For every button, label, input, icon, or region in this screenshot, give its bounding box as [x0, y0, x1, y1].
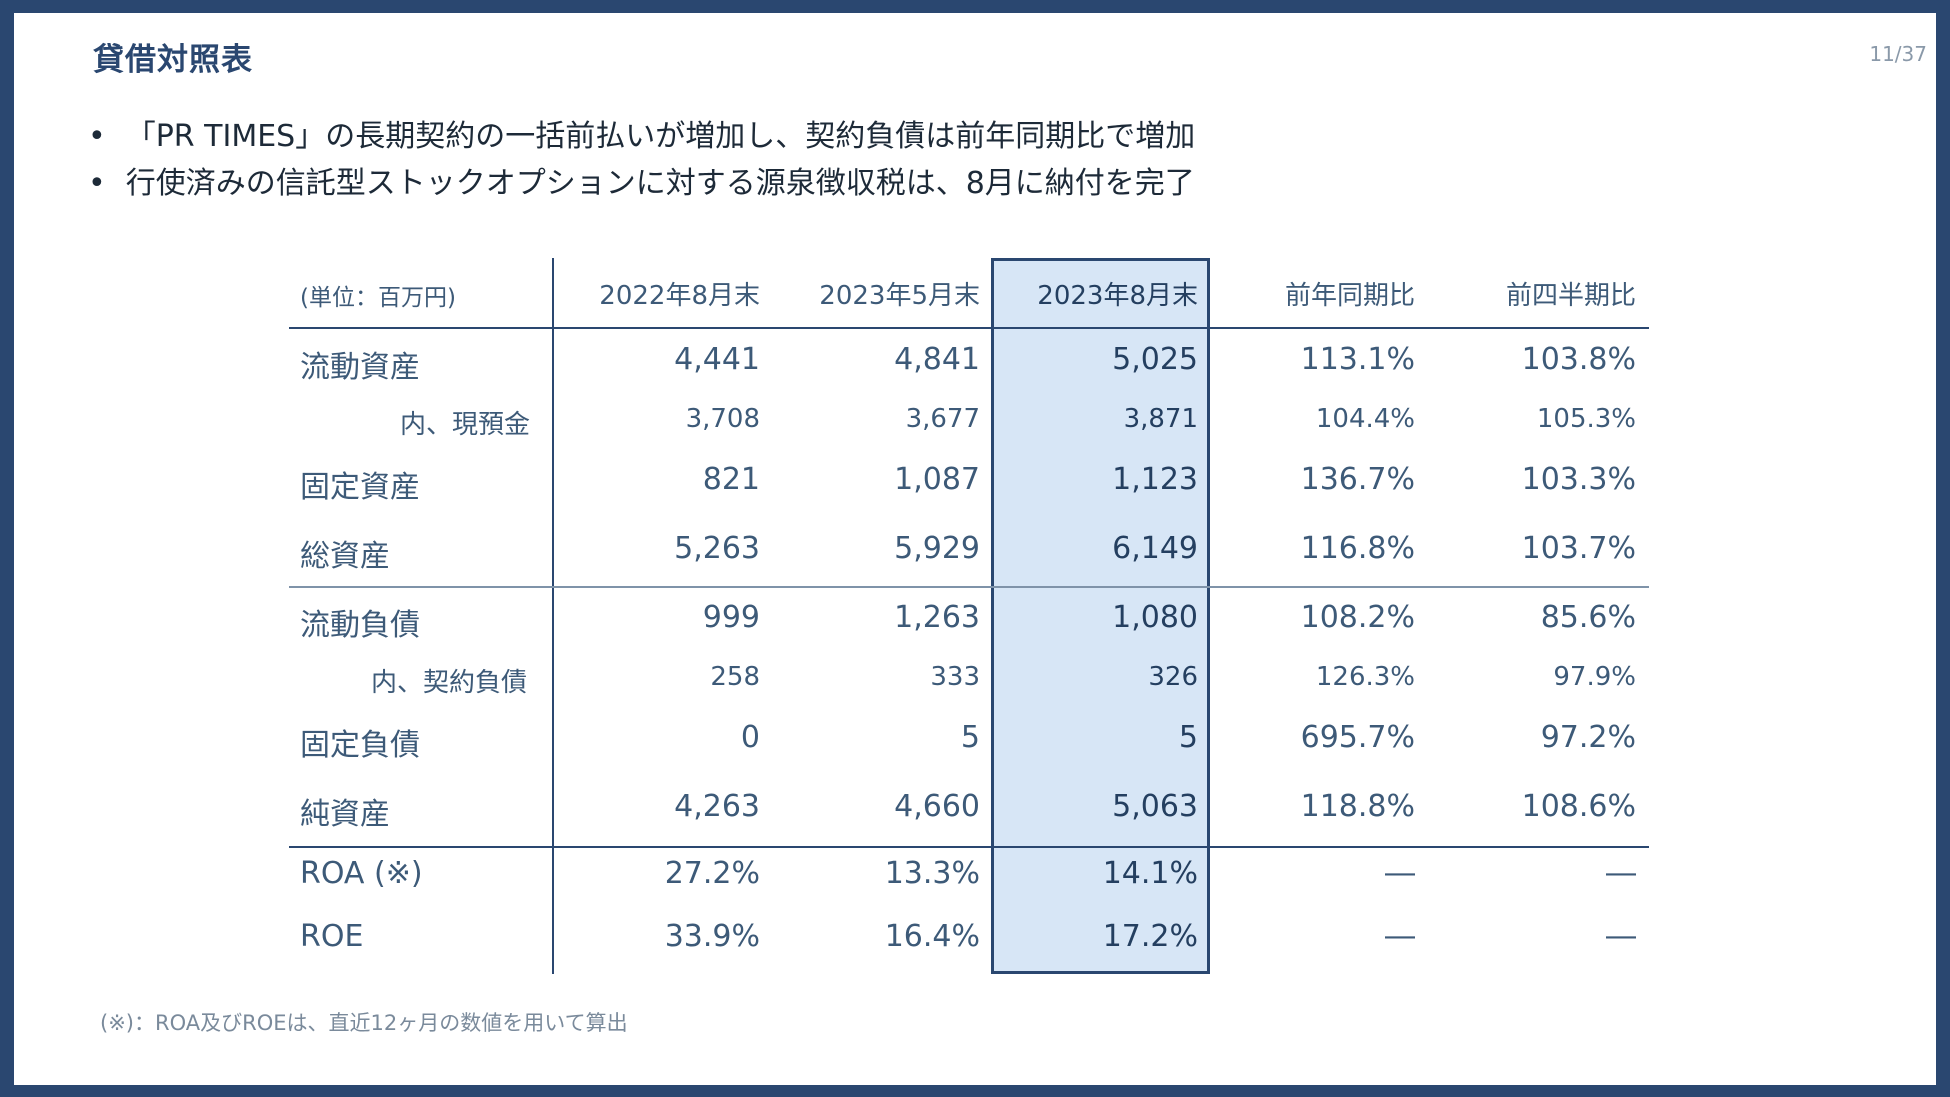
value-cell: 5,263 [674, 531, 760, 566]
highlighted-value-cell: 17.2% [1102, 919, 1198, 954]
value-cell: 3,708 [685, 404, 760, 434]
value-cell: 97.9% [1553, 662, 1636, 692]
row-label: 内、現預金 [400, 410, 531, 440]
highlighted-value-cell: 3,871 [1123, 404, 1198, 434]
value-cell: 1,087 [894, 462, 980, 497]
row-label: 流動負債 [300, 608, 420, 643]
highlighted-value-cell: 1,123 [1112, 462, 1198, 497]
column-header: 前四半期比 [1505, 281, 1636, 311]
value-cell: 333 [930, 662, 980, 692]
value-cell: 999 [702, 600, 760, 635]
row-label: 固定資産 [300, 470, 420, 505]
highlighted-value-cell: 1,080 [1112, 600, 1198, 635]
value-cell: ― [1385, 919, 1415, 954]
value-cell: 16.4% [884, 919, 980, 954]
value-cell: 116.8% [1300, 531, 1415, 566]
row-label: 総資産 [300, 539, 390, 574]
value-cell: ― [1606, 856, 1636, 891]
row-label: 流動資産 [300, 350, 420, 385]
assets-rule [289, 586, 1649, 588]
value-cell: 108.6% [1521, 789, 1636, 824]
highlighted-value-cell: 326 [1148, 662, 1198, 692]
value-cell: 113.1% [1300, 342, 1415, 377]
row-label: ROA (※) [300, 856, 423, 891]
unit-label: (単位：百万円) [300, 285, 456, 311]
value-cell: 821 [702, 462, 760, 497]
page-number: 11/37 [1869, 42, 1927, 66]
bullet-list: 「PR TIMES」の長期契約の一括前払いが増加し、契約負債は前年同期比で増加 … [88, 113, 1196, 207]
label-divider [552, 258, 554, 974]
value-cell: 33.9% [664, 919, 760, 954]
value-cell: 104.4% [1315, 404, 1415, 434]
value-cell: 103.7% [1521, 531, 1636, 566]
value-cell: 695.7% [1300, 720, 1415, 755]
value-cell: 97.2% [1540, 720, 1636, 755]
value-cell: 27.2% [664, 856, 760, 891]
value-cell: 3,677 [905, 404, 980, 434]
value-cell: ― [1606, 919, 1636, 954]
value-cell: 1,263 [894, 600, 980, 635]
value-cell: 105.3% [1536, 404, 1636, 434]
footnote: (※)：ROA及びROEは、直近12ヶ月の数値を用いて算出 [100, 1011, 628, 1035]
bullet-item: 行使済みの信託型ストックオプションに対する源泉徴収税は、8月に納付を完了 [88, 160, 1195, 207]
value-cell: 85.6% [1540, 600, 1636, 635]
value-cell: 5 [960, 720, 980, 755]
header-rule [289, 327, 1649, 329]
row-label: 固定負債 [300, 728, 420, 763]
value-cell: 126.3% [1315, 662, 1415, 692]
value-cell: 13.3% [884, 856, 980, 891]
equity-rule [289, 846, 1649, 848]
value-cell: 0 [740, 720, 760, 755]
highlighted-column [991, 258, 1210, 974]
column-header: 前年同期比 [1284, 281, 1415, 311]
row-label: ROE [300, 919, 364, 954]
highlighted-value-cell: 5 [1178, 720, 1198, 755]
highlighted-value-cell: 5,025 [1112, 342, 1198, 377]
highlighted-value-cell: 6,149 [1112, 531, 1198, 566]
value-cell: 108.2% [1300, 600, 1415, 635]
column-header: 2022年8月末 [599, 281, 760, 311]
value-cell: 4,263 [674, 789, 760, 824]
value-cell: 5,929 [894, 531, 980, 566]
value-cell: 4,841 [894, 342, 980, 377]
value-cell: 258 [710, 662, 760, 692]
row-label: 内、契約負債 [371, 668, 528, 698]
value-cell: 4,441 [674, 342, 760, 377]
value-cell: 118.8% [1300, 789, 1415, 824]
value-cell: ― [1385, 856, 1415, 891]
value-cell: 103.8% [1521, 342, 1636, 377]
value-cell: 4,660 [894, 789, 980, 824]
bullet-item: 「PR TIMES」の長期契約の一括前払いが増加し、契約負債は前年同期比で増加 [88, 113, 1196, 160]
slide-title: 貸借対照表 [93, 42, 253, 78]
row-label: 純資産 [300, 797, 390, 832]
value-cell: 136.7% [1300, 462, 1415, 497]
highlighted-value-cell: 5,063 [1112, 789, 1198, 824]
highlighted-value-cell: 14.1% [1102, 856, 1198, 891]
column-header-highlighted: 2023年8月末 [1037, 281, 1198, 311]
value-cell: 103.3% [1521, 462, 1636, 497]
column-header: 2023年5月末 [819, 281, 980, 311]
